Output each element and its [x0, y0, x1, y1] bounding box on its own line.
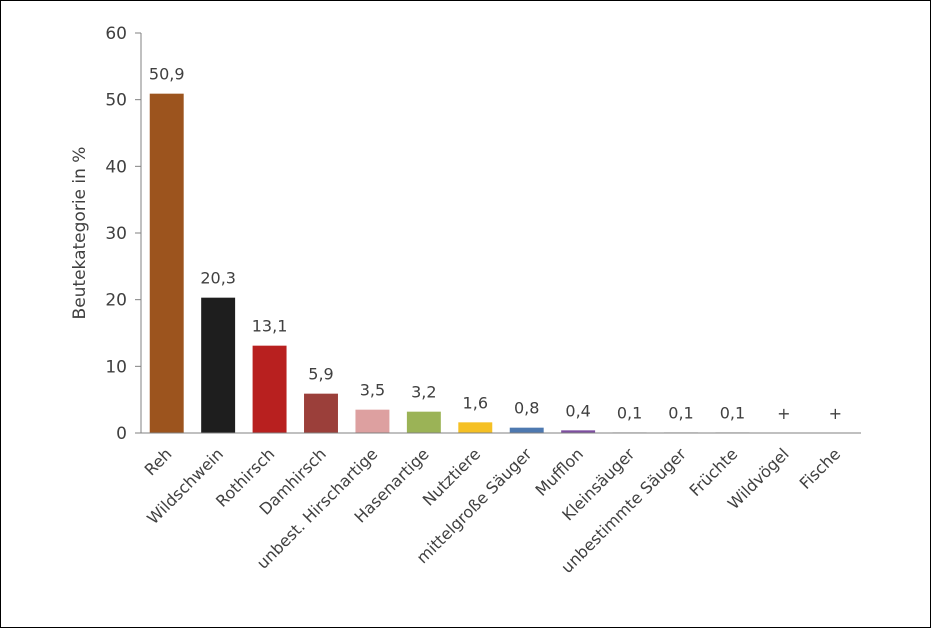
bar: [458, 422, 493, 433]
y-tick-label: 30: [105, 224, 127, 244]
category-label: Reh: [141, 444, 176, 479]
data-label: 0,1: [668, 403, 693, 422]
data-label: 0,1: [720, 403, 745, 422]
data-label: +: [777, 404, 790, 423]
bar: [355, 409, 390, 433]
data-label: +: [829, 404, 842, 423]
bar: [561, 430, 596, 433]
y-tick-label: 50: [105, 91, 127, 111]
y-tick-label: 40: [105, 157, 127, 177]
data-label: 0,1: [617, 403, 642, 422]
y-tick-label: 60: [105, 24, 127, 44]
y-tick-label: 0: [116, 424, 127, 444]
y-tick-label: 20: [105, 291, 127, 311]
data-label: 50,9: [149, 65, 185, 84]
data-label: 13,1: [252, 317, 288, 336]
bar: [149, 93, 184, 434]
bar: [406, 411, 441, 433]
y-axis-label: Beutekategorie in %: [70, 147, 90, 320]
data-label: 3,2: [411, 383, 436, 402]
data-label: 3,5: [360, 381, 385, 400]
category-label: Fische: [796, 444, 845, 493]
data-label: 5,9: [308, 365, 333, 384]
data-label: 1,6: [463, 393, 488, 412]
bar: [252, 345, 287, 433]
bar: [201, 297, 236, 433]
data-label: 0,8: [514, 399, 539, 418]
bar: [509, 427, 544, 433]
bar: [304, 393, 338, 433]
data-label: 20,3: [200, 269, 236, 288]
data-label: 0,4: [565, 401, 590, 420]
y-tick-label: 10: [105, 357, 127, 377]
